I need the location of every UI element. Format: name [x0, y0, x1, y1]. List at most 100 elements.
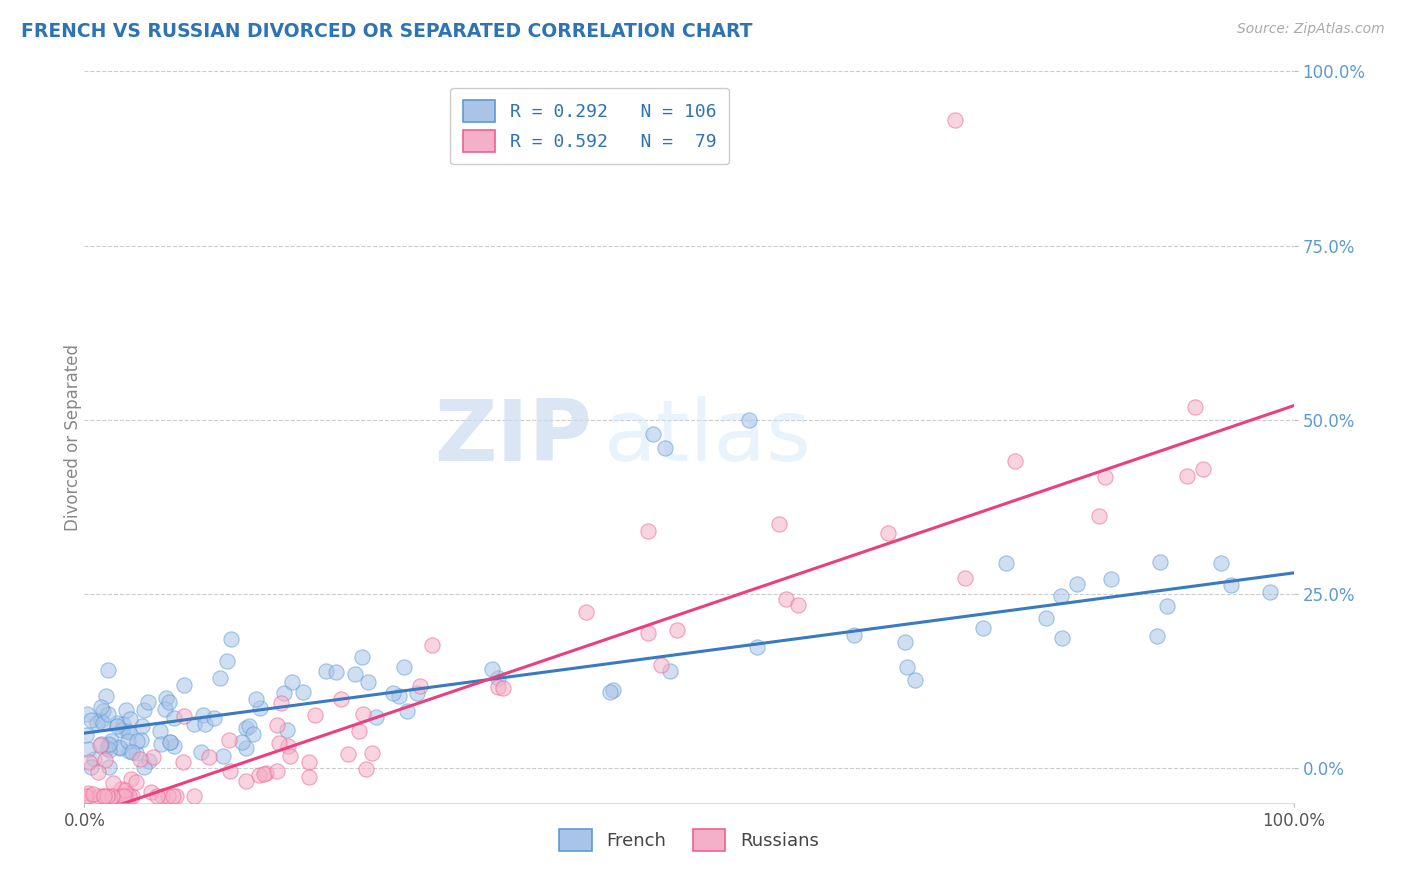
- Point: [94, 753, 117, 767]
- Point: [347, 723, 370, 738]
- Point: [115, 723, 138, 738]
- Point: [409, 679, 432, 693]
- Text: Source: ZipAtlas.com: Source: ZipAtlas.com: [1237, 22, 1385, 37]
- Point: [165, 789, 187, 803]
- Point: [943, 113, 966, 128]
- Point: [82, 787, 104, 801]
- Point: [242, 727, 264, 741]
- Point: [173, 709, 195, 723]
- Text: atlas: atlas: [605, 395, 813, 479]
- Point: [90, 714, 112, 728]
- Point: [266, 764, 288, 778]
- Point: [155, 702, 177, 716]
- Point: [150, 789, 173, 803]
- Point: [218, 764, 240, 779]
- Point: [131, 719, 153, 733]
- Point: [219, 632, 242, 647]
- Point: [80, 714, 103, 728]
- Text: FRENCH VS RUSSIAN DIVORCED OR SEPARATED CORRELATION CHART: FRENCH VS RUSSIAN DIVORCED OR SEPARATED …: [21, 22, 752, 41]
- Point: [238, 719, 260, 733]
- Point: [486, 681, 509, 695]
- Point: [91, 715, 114, 730]
- Point: [105, 715, 128, 730]
- Point: [96, 741, 118, 756]
- Point: [115, 789, 138, 803]
- Point: [162, 789, 184, 803]
- Point: [155, 690, 177, 705]
- Point: [953, 571, 976, 585]
- Point: [217, 654, 239, 668]
- Legend: French, Russians: French, Russians: [550, 820, 828, 860]
- Point: [91, 789, 114, 803]
- Point: [163, 739, 186, 753]
- Point: [96, 789, 118, 803]
- Point: [93, 789, 115, 803]
- Point: [120, 772, 142, 786]
- Point: [97, 738, 120, 752]
- Point: [112, 789, 135, 803]
- Point: [896, 660, 918, 674]
- Point: [132, 760, 155, 774]
- Point: [125, 747, 148, 761]
- Point: [1192, 462, 1215, 476]
- Point: [842, 628, 865, 642]
- Point: [125, 775, 148, 789]
- Point: [98, 743, 121, 757]
- Point: [357, 674, 380, 689]
- Point: [354, 762, 377, 776]
- Point: [775, 592, 797, 607]
- Point: [118, 725, 141, 739]
- Point: [266, 718, 288, 732]
- Point: [249, 701, 271, 715]
- Point: [382, 686, 405, 700]
- Point: [1088, 508, 1111, 523]
- Point: [388, 689, 411, 703]
- Point: [904, 673, 927, 687]
- Point: [115, 702, 138, 716]
- Point: [107, 740, 129, 755]
- Point: [97, 707, 120, 722]
- Point: [115, 787, 138, 801]
- Point: [138, 695, 160, 709]
- Point: [786, 598, 808, 612]
- Point: [298, 771, 321, 785]
- Point: [637, 524, 659, 538]
- Point: [1050, 589, 1073, 603]
- Point: [117, 733, 139, 747]
- Point: [198, 750, 221, 764]
- Point: [1220, 578, 1243, 592]
- Point: [350, 650, 373, 665]
- Point: [1209, 556, 1232, 570]
- Point: [77, 755, 100, 769]
- Point: [157, 789, 180, 803]
- Point: [76, 706, 98, 721]
- Point: [97, 663, 120, 677]
- Point: [666, 624, 689, 638]
- Point: [486, 671, 509, 685]
- Point: [132, 702, 155, 716]
- Point: [191, 708, 214, 723]
- Point: [75, 789, 97, 803]
- Point: [235, 773, 257, 788]
- Point: [90, 737, 112, 751]
- Point: [276, 723, 298, 738]
- Point: [146, 789, 169, 803]
- Point: [150, 737, 173, 751]
- Point: [602, 682, 624, 697]
- Point: [235, 721, 257, 735]
- Point: [117, 744, 139, 758]
- Point: [1035, 611, 1057, 625]
- Point: [641, 426, 664, 441]
- Point: [121, 789, 143, 803]
- Point: [1101, 572, 1123, 586]
- Point: [208, 671, 231, 685]
- Point: [157, 694, 180, 708]
- Point: [142, 750, 165, 764]
- Point: [894, 635, 917, 649]
- Point: [103, 789, 125, 803]
- Point: [281, 675, 304, 690]
- Point: [90, 700, 112, 714]
- Point: [1146, 629, 1168, 643]
- Point: [1149, 555, 1171, 569]
- Point: [97, 738, 120, 752]
